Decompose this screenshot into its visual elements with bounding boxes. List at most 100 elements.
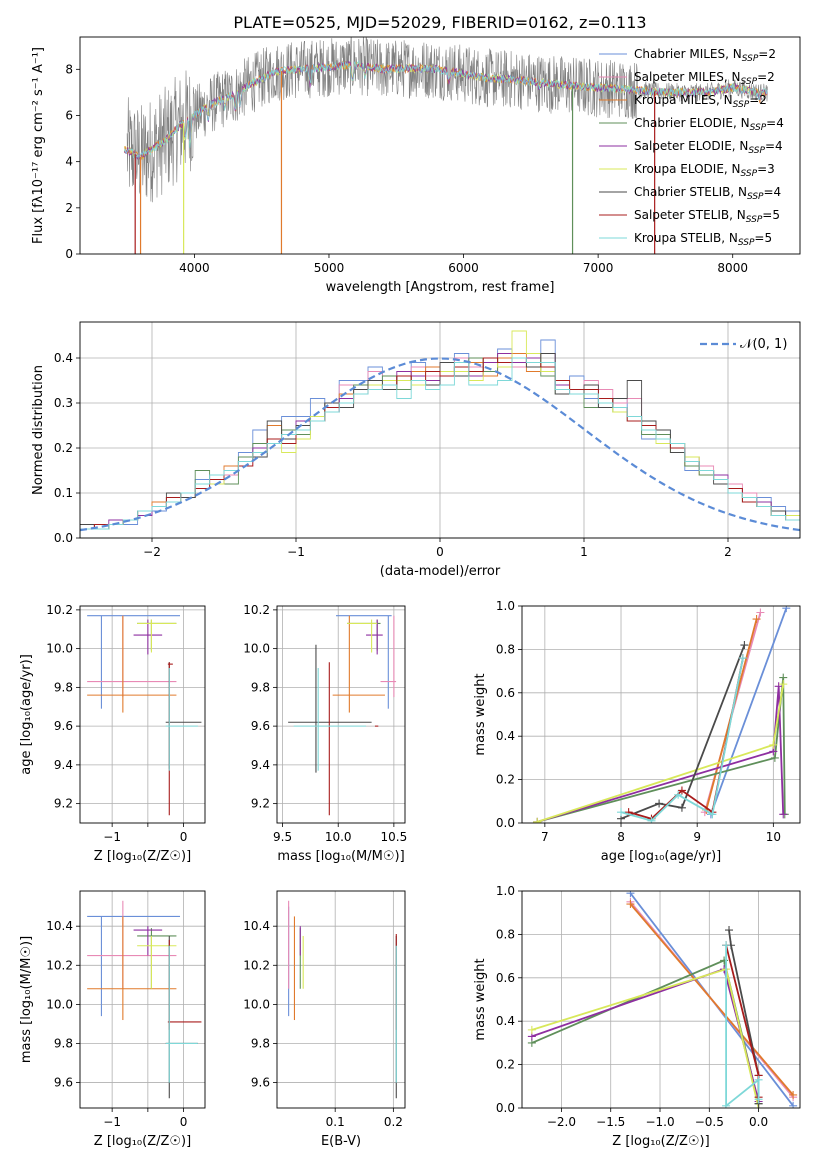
weight-marker bbox=[740, 641, 749, 650]
y-tick-label: 10.0 bbox=[243, 997, 270, 1011]
y-tick-label: 0.2 bbox=[54, 441, 73, 455]
x-tick-label: −1 bbox=[103, 1115, 121, 1129]
x-axis-label: E(B-V) bbox=[321, 1134, 361, 1149]
legend-label: Chabrier MILES, NSSP=2 bbox=[634, 47, 776, 64]
y-axis-label: mass [log₁₀(M/M☉)] bbox=[19, 936, 34, 1063]
y-tick-label: 10.2 bbox=[46, 603, 73, 617]
axes-frame bbox=[276, 890, 406, 1109]
legend-label: Kroupa STELIB, NSSP=5 bbox=[634, 231, 772, 248]
panel-mass_vs_ebv: 0.1 0.2 9.6 9.8 10.0 10.2 10.4 E(B-V) bbox=[243, 890, 406, 1149]
y-tick-label: 10.0 bbox=[46, 997, 73, 1011]
y-tick-label: 9.8 bbox=[251, 1036, 270, 1050]
weight-line-kroupa_miles bbox=[629, 903, 794, 1096]
weight-marker bbox=[779, 680, 788, 689]
axes-frame bbox=[79, 36, 801, 255]
x-tick-label: −1 bbox=[103, 830, 121, 844]
x-tick-label: 7000 bbox=[583, 261, 614, 275]
x-tick-label: 0 bbox=[436, 545, 444, 559]
y-tick-label: 0.6 bbox=[496, 686, 515, 700]
weight-marker bbox=[708, 810, 717, 819]
y-tick-label: 0.8 bbox=[496, 642, 515, 656]
weight-line-salpeter_elodie bbox=[536, 686, 785, 823]
y-axis-label: Normed distribution bbox=[31, 365, 46, 495]
x-tick-label: 4000 bbox=[179, 261, 210, 275]
y-tick-label: 10.2 bbox=[243, 603, 270, 617]
y-tick-label: 8 bbox=[65, 62, 73, 76]
legend-label: Chabrier ELODIE, NSSP=4 bbox=[634, 116, 784, 133]
y-tick-label: 10.0 bbox=[243, 642, 270, 656]
x-tick-label: 10.0 bbox=[325, 830, 352, 844]
weight-marker bbox=[725, 926, 734, 935]
y-tick-label: 0.6 bbox=[496, 971, 515, 985]
y-tick-label: 9.6 bbox=[54, 719, 73, 733]
y-tick-label: 0.3 bbox=[54, 396, 73, 410]
x-tick-label: 9 bbox=[693, 830, 701, 844]
weight-marker bbox=[677, 786, 686, 795]
y-tick-label: 10.0 bbox=[46, 642, 73, 656]
spectrum-legend: Chabrier MILES, NSSP=2 Salpeter MILES, NS… bbox=[599, 47, 784, 248]
x-tick-label: 7 bbox=[541, 830, 549, 844]
y-tick-label: 6 bbox=[65, 108, 73, 122]
x-axis-label: Z [log₁₀(Z/Z☉)] bbox=[94, 849, 191, 864]
weight-line-salpeter_elodie bbox=[531, 967, 760, 1102]
weight-marker bbox=[754, 1095, 763, 1104]
y-tick-label: 9.2 bbox=[54, 797, 73, 811]
weight-line-kroupa_elodie bbox=[536, 683, 785, 823]
weight-marker bbox=[674, 790, 683, 799]
weight-marker bbox=[789, 1101, 798, 1108]
y-tick-label: 0.0 bbox=[496, 816, 515, 830]
weight-line-chabrier_stelib bbox=[620, 644, 746, 820]
legend-label: Salpeter STELIB, NSSP=5 bbox=[634, 208, 780, 225]
y-axis-label: Flux [fλ10⁻¹⁷ erg cm⁻² s⁻¹ A⁻¹] bbox=[31, 47, 46, 244]
y-tick-label: 0.1 bbox=[54, 486, 73, 500]
y-tick-label: 9.4 bbox=[251, 758, 270, 772]
weight-marker bbox=[779, 810, 788, 819]
x-axis-label: Z [log₁₀(Z/Z☉)] bbox=[612, 1134, 709, 1149]
x-tick-label: 5000 bbox=[314, 261, 345, 275]
x-tick-label: 0.2 bbox=[384, 1115, 403, 1129]
weight-marker bbox=[769, 740, 778, 749]
panel-massweight_vs_age: 7 8 9 10 0.0 0.2 0.4 0.6 0.8 1.0 age [log₁₀(age/yr… bbox=[473, 599, 801, 864]
weight-marker bbox=[789, 1090, 798, 1099]
weight-marker bbox=[722, 1101, 731, 1108]
y-axis-label: mass weight bbox=[473, 958, 488, 1040]
weight-line-kroupa_elodie bbox=[531, 967, 760, 1108]
plot-area bbox=[87, 615, 202, 816]
x-axis-label: Z [log₁₀(Z/Z☉)] bbox=[94, 1134, 191, 1149]
weight-marker bbox=[756, 608, 765, 617]
plot-area bbox=[288, 900, 397, 1099]
panel-massweight_vs_Z: −2.0 −1.5 −1.0 −0.5 0.0 0.0 0.2 0.4 0.6 0.8 1.0 Z [… bbox=[473, 884, 801, 1149]
legend-label: Kroupa ELODIE, NSSP=3 bbox=[634, 162, 775, 179]
weight-marker bbox=[722, 941, 731, 950]
x-tick-label: −1.0 bbox=[645, 1115, 674, 1129]
panel-residuals: −2 −1 0 1 2 0.0 0.1 0.2 0.3 0.4 (data-model)/error… bbox=[31, 321, 801, 579]
panel-spectrum: 4000 5000 6000 7000 8000 0 2 4 6 8 wavelength [Ang… bbox=[31, 36, 801, 295]
weight-marker bbox=[738, 654, 747, 663]
figure-title: PLATE=0525, MJD=52029, FIBERID=0162, z=0… bbox=[233, 13, 646, 32]
x-tick-label: −0.5 bbox=[695, 1115, 724, 1129]
legend-label: Salpeter ELODIE, NSSP=4 bbox=[634, 139, 783, 156]
y-tick-label: 10.2 bbox=[243, 958, 270, 972]
weight-marker bbox=[527, 1025, 536, 1034]
y-tick-label: 9.8 bbox=[251, 680, 270, 694]
plot-area bbox=[80, 330, 800, 538]
weight-marker bbox=[617, 808, 626, 817]
legend-label: Salpeter MILES, NSSP=2 bbox=[634, 70, 775, 87]
axes-frame bbox=[79, 605, 206, 824]
x-tick-label: 0.1 bbox=[326, 1115, 345, 1129]
x-axis-label: age [log₁₀(age/yr)] bbox=[601, 849, 722, 864]
x-axis-label: mass [log₁₀(M/M☉)] bbox=[277, 849, 404, 864]
weight-marker bbox=[677, 803, 686, 812]
plot-area bbox=[533, 606, 791, 823]
y-tick-label: 9.4 bbox=[54, 758, 73, 772]
y-tick-label: 0.4 bbox=[496, 1014, 515, 1028]
y-tick-label: 10.2 bbox=[46, 958, 73, 972]
y-tick-label: 9.6 bbox=[251, 719, 270, 733]
y-axis-label: age [log₁₀(age/yr)] bbox=[19, 654, 34, 775]
y-tick-label: 9.8 bbox=[54, 1036, 73, 1050]
y-tick-label: 10.4 bbox=[243, 919, 270, 933]
x-tick-label: 0 bbox=[180, 1115, 188, 1129]
y-tick-label: 1.0 bbox=[496, 599, 515, 613]
